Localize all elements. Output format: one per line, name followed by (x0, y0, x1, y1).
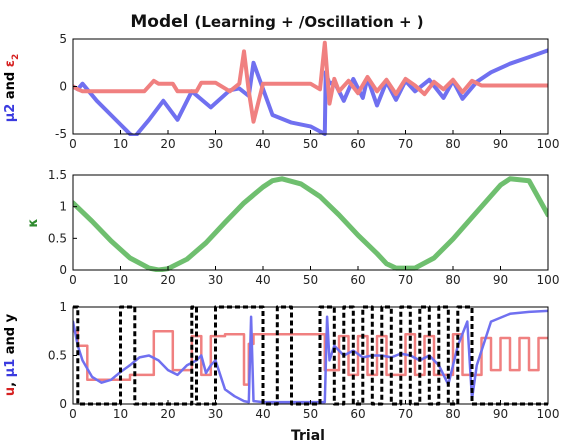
panel-2: 0 10 20 30 40 50 60 70 80 90 100 0 0.5 1 1.5 κ (26, 168, 559, 287)
x-tick-label: 0 (69, 407, 77, 421)
y-axis-label: u, μ1 and y (3, 313, 18, 396)
y-tick-label: 1 (59, 200, 67, 214)
series-group (73, 305, 548, 406)
x-tick-label: 20 (160, 273, 175, 287)
y-tick-label: 0 (59, 80, 67, 94)
x-tick-label: 50 (303, 273, 318, 287)
axes-frame (72, 38, 549, 135)
y-axis-label-part: u (3, 387, 18, 396)
y-tick-label: 0.5 (48, 349, 67, 363)
chart-title-main: Model (130, 12, 188, 32)
panel-3: 0 10 20 30 40 50 60 70 80 90 100 0 0.5 1 u, μ1 and y (3, 300, 559, 421)
x-tick-label: 100 (537, 137, 560, 151)
series-line-1 (73, 330, 548, 386)
y-axis-label: μ2 and ε2 (3, 54, 21, 123)
y-axis-label-part: , (3, 377, 18, 386)
y-axis-label-part: and y (3, 313, 18, 358)
y-axis-label-part: μ1 (3, 359, 18, 378)
x-tick-label: 70 (398, 273, 413, 287)
x-tick-label: 30 (208, 273, 223, 287)
y-axis-label-part: 2 (11, 54, 21, 60)
x-tick-label: 0 (69, 137, 77, 151)
y-tick-label: 1.5 (48, 168, 67, 182)
x-tick-label: 30 (208, 407, 223, 421)
series-line-1 (73, 48, 548, 136)
y-axis-label-part: ε (3, 60, 18, 67)
x-tick-label: 80 (445, 407, 460, 421)
x-tick-label: 60 (350, 273, 365, 287)
x-tick-label: 60 (350, 407, 365, 421)
x-tick-label: 20 (160, 407, 175, 421)
x-tick-label: 50 (303, 137, 318, 151)
y-axis-label-part: and (3, 67, 18, 103)
y-tick-label: 0.5 (48, 231, 67, 245)
y-tick-label: -5 (55, 127, 67, 141)
x-tick-label: 100 (537, 273, 560, 287)
y-axis-label-part: μ2 (3, 104, 18, 123)
chart-title: Model (Learning + /Oscillation + ) (130, 12, 423, 32)
series-line-1 (73, 176, 548, 272)
chart-title-sub: (Learning + /Oscillation + ) (195, 13, 424, 31)
x-tick-label: 80 (445, 273, 460, 287)
x-tick-label: 40 (255, 407, 270, 421)
y-tick-label: 1 (59, 300, 67, 314)
x-tick-label: 90 (493, 273, 508, 287)
y-tick-label: 5 (59, 32, 67, 46)
x-tick-label: 70 (398, 407, 413, 421)
series-line-3 (73, 305, 548, 406)
x-tick-label: 10 (113, 273, 128, 287)
y-axis-label-part: κ (26, 218, 41, 227)
x-tick-label: 40 (255, 137, 270, 151)
x-tick-label: 0 (69, 273, 77, 287)
x-tick-label: 10 (113, 137, 128, 151)
x-tick-label: 60 (350, 137, 365, 151)
x-tick-label: 90 (493, 407, 508, 421)
x-tick-label: 90 (493, 137, 508, 151)
series-group (73, 40, 548, 136)
series-line-2 (73, 309, 548, 404)
x-tick-label: 70 (398, 137, 413, 151)
x-tick-label: 20 (160, 137, 175, 151)
x-tick-label: 50 (303, 407, 318, 421)
x-axis-label: Trial (291, 428, 325, 443)
y-axis-label: κ (26, 218, 41, 227)
y-tick-label: 0 (59, 263, 67, 277)
y-tick-label: 0 (59, 397, 67, 411)
x-tick-label: 80 (445, 137, 460, 151)
x-tick-label: 40 (255, 273, 270, 287)
series-line-2 (73, 40, 548, 124)
x-tick-label: 10 (113, 407, 128, 421)
x-tick-label: 30 (208, 137, 223, 151)
x-tick-label: 100 (537, 407, 560, 421)
series-group (73, 176, 548, 272)
